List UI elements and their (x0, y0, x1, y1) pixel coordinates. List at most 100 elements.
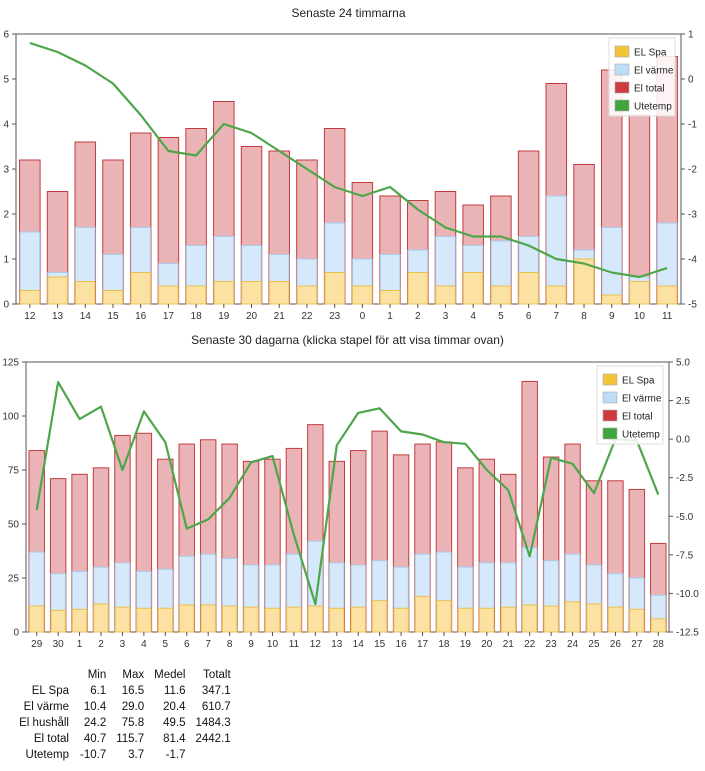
bar-group-3[interactable] (114, 434, 131, 633)
bar-el-spa[interactable] (307, 605, 324, 633)
bar-group-8[interactable] (221, 443, 238, 633)
bar-el-spa (158, 285, 179, 305)
x-tick-label: 4 (141, 639, 147, 650)
bar-el-spa[interactable] (414, 595, 431, 633)
bar-el-spa[interactable] (350, 606, 366, 633)
bar-el-spa[interactable] (221, 605, 238, 633)
bar-el-spa[interactable] (650, 618, 666, 633)
bar-group-28[interactable] (650, 542, 667, 633)
bar-group-7 (545, 83, 568, 305)
y-tick-label: 125 (2, 358, 19, 369)
x-tick-label: 9 (248, 639, 254, 650)
bar-group-22[interactable] (521, 380, 538, 633)
bar-group-2[interactable] (92, 467, 110, 633)
bar-group-9[interactable] (242, 460, 260, 633)
y-tick-label: 50 (8, 520, 20, 531)
bar-el-spa[interactable] (564, 601, 581, 633)
bar-group-13[interactable] (328, 460, 345, 633)
bar-group-26[interactable] (607, 480, 624, 633)
bar-group-19[interactable] (457, 467, 474, 633)
bar-el-spa[interactable] (393, 607, 409, 633)
bar-group-11[interactable] (285, 447, 303, 633)
bar-el-spa[interactable] (243, 606, 259, 633)
bar-el-spa (268, 281, 290, 305)
bar-el-spa[interactable] (521, 604, 538, 633)
bar-el-spa[interactable] (200, 604, 216, 633)
bar-group-27[interactable] (628, 488, 646, 633)
legend-swatch (602, 391, 618, 404)
x-tick-label: 22 (301, 311, 313, 322)
bar-group-18[interactable] (435, 441, 453, 633)
y-tick-label: 2 (3, 210, 9, 221)
bar-el-spa[interactable] (50, 609, 66, 633)
bar-group-7[interactable] (199, 439, 217, 633)
stats-row-label: El total (33, 733, 69, 745)
bar-group-16 (129, 132, 152, 305)
stats-header: Totalt (203, 669, 231, 681)
x-tick-label: 6 (184, 639, 190, 650)
bar-group-4[interactable] (135, 432, 153, 633)
x-tick-label: 19 (218, 311, 230, 322)
bar-el-spa[interactable] (543, 605, 559, 633)
bar-el-spa[interactable] (586, 603, 602, 633)
bar-group-17[interactable] (414, 443, 431, 633)
bar-el-spa[interactable] (629, 608, 645, 633)
bar-group-25[interactable] (585, 480, 603, 633)
x-tick-label: 18 (191, 311, 203, 322)
bar-el-spa[interactable] (157, 607, 174, 633)
legend-swatch (602, 427, 618, 440)
bar-el-spa[interactable] (71, 608, 88, 633)
bar-el-spa (546, 285, 567, 305)
legend-swatch (614, 81, 630, 94)
bar-group-20[interactable] (478, 458, 496, 633)
bar-group-16[interactable] (392, 454, 410, 633)
x-tick-label: 23 (546, 639, 558, 650)
bar-el-spa[interactable] (329, 607, 345, 633)
bar-group-15[interactable] (371, 430, 388, 633)
x-tick-label: 11 (289, 639, 300, 650)
bar-el-spa[interactable] (607, 606, 624, 633)
bar-group-6[interactable] (178, 443, 195, 633)
x-tick-label: 12 (24, 311, 36, 322)
y2-tick-label: -5 (688, 300, 697, 311)
bar-el-spa (379, 290, 401, 305)
bar-group-5[interactable] (157, 458, 174, 633)
stats-totalt: 1484.3 (195, 717, 231, 729)
bar-group-30[interactable] (49, 478, 67, 633)
x-tick-label: 12 (310, 639, 322, 650)
x-tick-label: 5 (163, 639, 169, 650)
y2-tick-label: -12.5 (676, 628, 699, 639)
bar-el-spa[interactable] (436, 600, 452, 633)
x-tick-label: 23 (329, 311, 341, 322)
x-tick-label: 26 (610, 639, 622, 650)
bar-el-spa[interactable] (136, 607, 152, 633)
bar-el-spa[interactable] (479, 607, 495, 633)
bar-group-1[interactable] (71, 473, 88, 633)
bar-el-spa[interactable] (457, 607, 474, 633)
bar-el-spa[interactable] (286, 606, 302, 633)
bar-group-9 (600, 69, 623, 305)
bar-group-21 (268, 150, 290, 305)
bar-group-21[interactable] (500, 473, 517, 633)
y-tick-label: 0 (3, 300, 9, 311)
bar-group-14[interactable] (350, 450, 367, 633)
bar-el-spa[interactable] (179, 604, 195, 633)
bar-el-spa[interactable] (500, 606, 516, 633)
stats-min: 6.1 (90, 685, 107, 697)
stats-header-row: Min Max Medel Totalt (8, 668, 236, 684)
stats-max: 75.8 (121, 717, 145, 729)
legend-label: EL Spa (634, 48, 667, 59)
bar-group-23[interactable] (542, 456, 560, 633)
bar-el-spa[interactable] (371, 600, 388, 633)
bar-el-spa (241, 281, 262, 305)
bar-el-spa[interactable] (264, 607, 281, 633)
x-tick-label: 17 (163, 311, 175, 322)
bar-el-spa[interactable] (114, 606, 131, 633)
bar-el-spa[interactable] (29, 605, 45, 633)
bar-el-spa[interactable] (93, 603, 109, 633)
stats-row-label: EL Spa (31, 685, 69, 697)
bar-el-spa (324, 272, 345, 305)
bar-group-24[interactable] (564, 443, 581, 633)
bar-group-10[interactable] (264, 458, 281, 633)
x-tick-label: 22 (524, 639, 536, 650)
